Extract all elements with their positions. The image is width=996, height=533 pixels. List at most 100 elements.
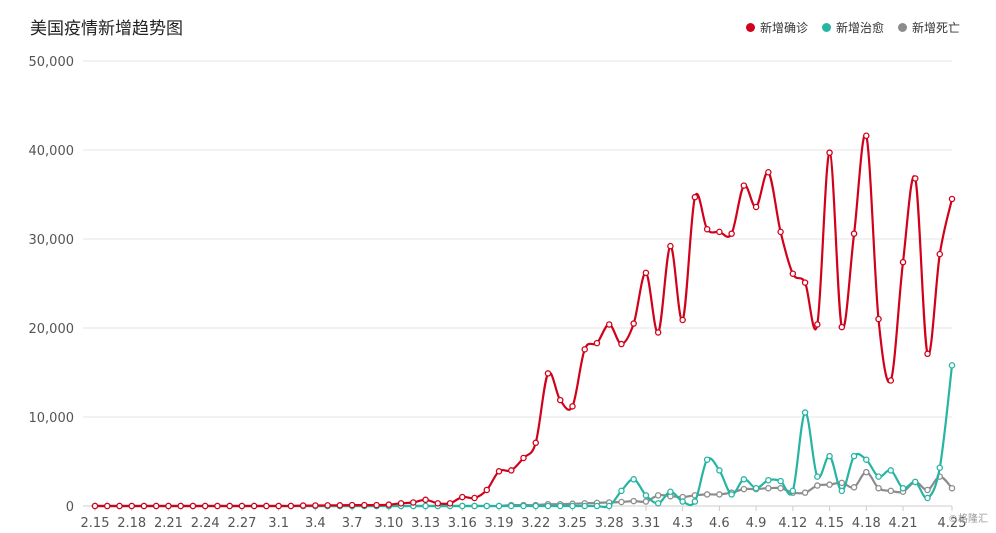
x-tick-label: 4.15 <box>815 516 844 531</box>
data-point-confirmed <box>434 500 442 507</box>
legend-label-confirmed: 新增确诊 <box>759 21 808 35</box>
data-point-confirmed <box>422 496 429 504</box>
x-tick-label: 3.22 <box>521 516 550 531</box>
data-point-recovered <box>703 456 711 463</box>
data-point-deaths <box>948 484 956 492</box>
y-tick-label: 40,000 <box>29 144 75 159</box>
data-point-deaths <box>826 481 833 488</box>
data-point-deaths <box>924 486 931 494</box>
data-point-recovered <box>605 502 613 510</box>
y-tick-label: 30,000 <box>29 233 75 248</box>
data-point-recovered <box>801 409 809 416</box>
data-point-confirmed <box>728 230 735 237</box>
data-point-deaths <box>630 497 637 505</box>
data-point-confirmed <box>605 321 613 328</box>
x-tick-label: 3.4 <box>305 516 326 531</box>
data-point-confirmed <box>116 502 123 510</box>
series-line-confirmed <box>95 133 954 508</box>
y-tick-label: 20,000 <box>29 322 75 337</box>
y-tick-label: 10,000 <box>29 411 75 426</box>
data-point-deaths <box>703 491 711 498</box>
x-tick-label: 2.21 <box>154 516 183 531</box>
data-point-confirmed <box>336 502 344 509</box>
x-tick-label: 4.12 <box>778 516 807 531</box>
legend-item-confirmed[interactable]: 新增确诊 <box>745 19 808 36</box>
data-point-deaths <box>716 491 723 498</box>
data-point-recovered <box>765 476 772 484</box>
data-point-confirmed <box>214 502 221 510</box>
data-point-recovered <box>728 491 735 498</box>
data-point-deaths <box>863 468 870 476</box>
x-tick-label: 2.18 <box>117 516 146 531</box>
data-point-confirmed <box>459 493 466 501</box>
data-point-recovered <box>642 492 650 499</box>
x-tick-label: 3.1 <box>268 516 289 531</box>
data-point-recovered <box>936 464 944 471</box>
legend-item-recovered[interactable]: 新增治愈 <box>821 19 884 36</box>
data-point-confirmed <box>165 502 172 510</box>
legend-item-deaths[interactable]: 新增死亡 <box>897 19 960 36</box>
data-point-confirmed <box>826 149 833 156</box>
data-point-confirmed <box>287 502 295 510</box>
data-point-confirmed <box>373 501 380 509</box>
legend: 新增确诊 新增治愈 新增死亡 <box>745 19 960 36</box>
x-tick-label: 4.25 <box>938 516 967 531</box>
data-point-recovered <box>459 502 466 510</box>
data-point-confirmed <box>556 396 564 404</box>
data-point-confirmed <box>348 501 356 509</box>
data-point-recovered <box>679 498 686 505</box>
data-point-recovered <box>789 487 797 495</box>
data-point-confirmed <box>569 403 576 410</box>
data-point-confirmed <box>385 501 393 508</box>
data-point-confirmed <box>275 502 282 510</box>
data-point-confirmed <box>789 270 797 277</box>
data-point-confirmed <box>250 502 258 510</box>
data-point-confirmed <box>263 502 270 510</box>
data-point-confirmed <box>201 502 209 510</box>
data-point-deaths <box>875 484 882 492</box>
data-point-deaths <box>654 492 662 499</box>
data-point-recovered <box>667 488 674 496</box>
data-point-confirmed <box>495 468 503 475</box>
data-point-confirmed <box>887 377 895 384</box>
data-point-confirmed <box>508 467 515 474</box>
data-point-confirmed <box>630 320 637 327</box>
data-point-recovered <box>838 487 846 495</box>
data-point-confirmed <box>446 500 454 507</box>
x-tick-label: 3.7 <box>342 516 363 531</box>
data-point-recovered <box>422 502 429 510</box>
data-point-confirmed <box>581 346 588 353</box>
data-point-confirmed <box>899 258 907 266</box>
legend-marker-deaths-icon <box>897 23 907 32</box>
data-point-recovered <box>654 500 662 507</box>
data-point-deaths <box>740 485 748 493</box>
data-point-deaths <box>765 484 772 492</box>
data-point-recovered <box>532 502 539 510</box>
data-point-recovered <box>863 456 870 463</box>
data-point-recovered <box>691 498 699 505</box>
data-point-confirmed <box>189 502 197 510</box>
data-point-recovered <box>752 484 760 492</box>
data-point-confirmed <box>679 316 686 324</box>
data-point-confirmed <box>471 494 478 502</box>
x-tick-label: 3.16 <box>448 516 477 531</box>
data-point-recovered <box>850 452 858 460</box>
data-point-recovered <box>887 467 895 474</box>
x-tick-label: 3.25 <box>558 516 587 531</box>
data-point-deaths <box>814 482 821 489</box>
data-point-confirmed <box>875 315 882 323</box>
watermark: ©格隆汇 <box>948 514 988 525</box>
data-point-deaths <box>642 498 650 505</box>
data-point-confirmed <box>177 502 184 510</box>
data-point-confirmed <box>324 502 331 509</box>
data-point-confirmed <box>520 454 527 462</box>
data-point-recovered <box>826 452 833 460</box>
data-point-confirmed <box>777 228 784 236</box>
legend-marker-confirmed-icon <box>745 23 755 32</box>
data-point-confirmed <box>838 323 846 331</box>
x-tick-label: 4.3 <box>672 516 693 531</box>
x-tick-label: 3.28 <box>595 516 624 531</box>
data-point-confirmed <box>912 175 919 182</box>
data-point-recovered <box>899 484 907 492</box>
data-point-recovered <box>740 476 748 483</box>
